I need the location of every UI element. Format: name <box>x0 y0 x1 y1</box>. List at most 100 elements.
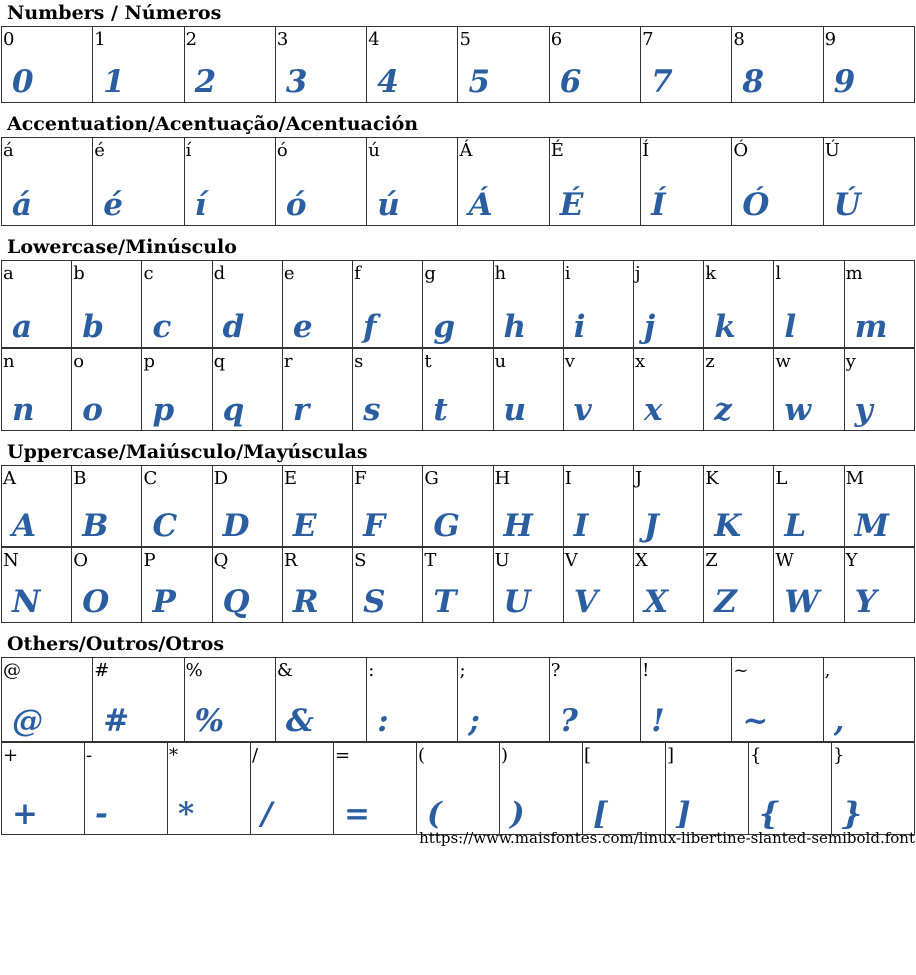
glyph-label: k <box>705 263 717 284</box>
glyph-cell: -- <box>84 742 168 835</box>
glyph-label: { <box>750 745 762 766</box>
glyph-label: 9 <box>824 29 837 50</box>
font-specimen: Numbers / Números 0 0 1 1 2 2 3 3 4 4 5 5 6 6 7 7 8 8 9 9 Acc… <box>0 2 916 835</box>
section: Others/Outros/Otros @ @ # #%% & &::;;??!! ~ ~,, +… <box>0 631 916 835</box>
glyph-label: V <box>564 550 578 571</box>
glyph-label: & <box>276 660 293 681</box>
glyph-label: u <box>494 351 507 372</box>
glyph-sample: ] <box>676 796 691 832</box>
glyph-sample: ~ <box>742 703 769 739</box>
source-link[interactable]: https://www.maisfontes.com/linux-liberti… <box>419 829 915 847</box>
glyph-label: B <box>73 468 87 489</box>
glyph-label: g <box>424 263 436 284</box>
glyph-sample: i <box>573 309 586 345</box>
glyph-label: r <box>283 351 293 372</box>
glyph-cell: & & <box>274 657 368 742</box>
glyph-label: P <box>143 550 156 571</box>
glyph-sample: Ó <box>742 187 770 223</box>
glyph-cell: + + <box>1 742 85 835</box>
glyph-sample: X <box>643 584 669 620</box>
glyph-label: N <box>3 550 19 571</box>
glyph-label: # <box>94 660 110 681</box>
glyph-label: p <box>143 351 155 372</box>
glyph-sample: E <box>292 508 317 544</box>
glyph-sample: e <box>292 309 313 345</box>
glyph-label: 6 <box>550 29 563 50</box>
glyph-label: S <box>354 550 367 571</box>
glyph-cell: (( <box>416 742 500 835</box>
section: Accentuation/Acentuação/Acentuación á á é é í… <box>0 111 916 226</box>
glyph-label: Ó <box>733 140 749 161</box>
glyph-sample: O <box>82 584 110 620</box>
section-title: Others/Outros/Otros <box>7 633 225 655</box>
glyph-sample: c <box>152 309 172 345</box>
glyph-label: s <box>354 351 364 372</box>
glyph-label: [ <box>584 745 592 766</box>
glyph-label: @ <box>3 660 21 681</box>
glyph-sample: C <box>152 508 178 544</box>
glyph-sample: m <box>854 309 888 345</box>
glyph-sample: ( <box>427 796 442 832</box>
glyph-label: t <box>424 351 432 372</box>
glyph-sample: M <box>854 508 889 544</box>
glyph-label: W <box>775 550 794 571</box>
glyph-label: 5 <box>459 29 471 50</box>
glyph-sample: ; <box>468 703 480 739</box>
glyph-sample: P <box>152 584 176 620</box>
glyph-sample: ? <box>559 703 578 739</box>
glyph-sample: Á <box>468 187 493 223</box>
glyph-sample: ) <box>510 796 525 832</box>
glyph-label: - <box>86 745 93 766</box>
glyph-label: í <box>185 140 192 161</box>
glyph-sample: D <box>222 508 250 544</box>
glyph-label: = <box>335 745 351 766</box>
glyph-sample: F <box>363 508 386 544</box>
glyph-label: ( <box>418 745 426 766</box>
section-title: Numbers / Números <box>7 2 222 24</box>
glyph-sample: h <box>503 309 527 345</box>
glyph-label: 1 <box>94 29 106 50</box>
glyph-label: c <box>143 263 154 284</box>
glyph-label: Ú <box>824 140 840 161</box>
glyph-cell: }} <box>831 742 915 835</box>
section-title: Accentuation/Acentuação/Acentuación <box>7 113 419 135</box>
glyph-sample: 5 <box>468 64 491 100</box>
glyph-label: * <box>169 745 178 766</box>
glyph-label: é <box>94 140 105 161</box>
glyph-label: 8 <box>733 29 745 50</box>
glyph-label: ó <box>276 140 288 161</box>
glyph-cell: [[ <box>582 742 666 835</box>
glyph-label: % <box>185 660 203 681</box>
